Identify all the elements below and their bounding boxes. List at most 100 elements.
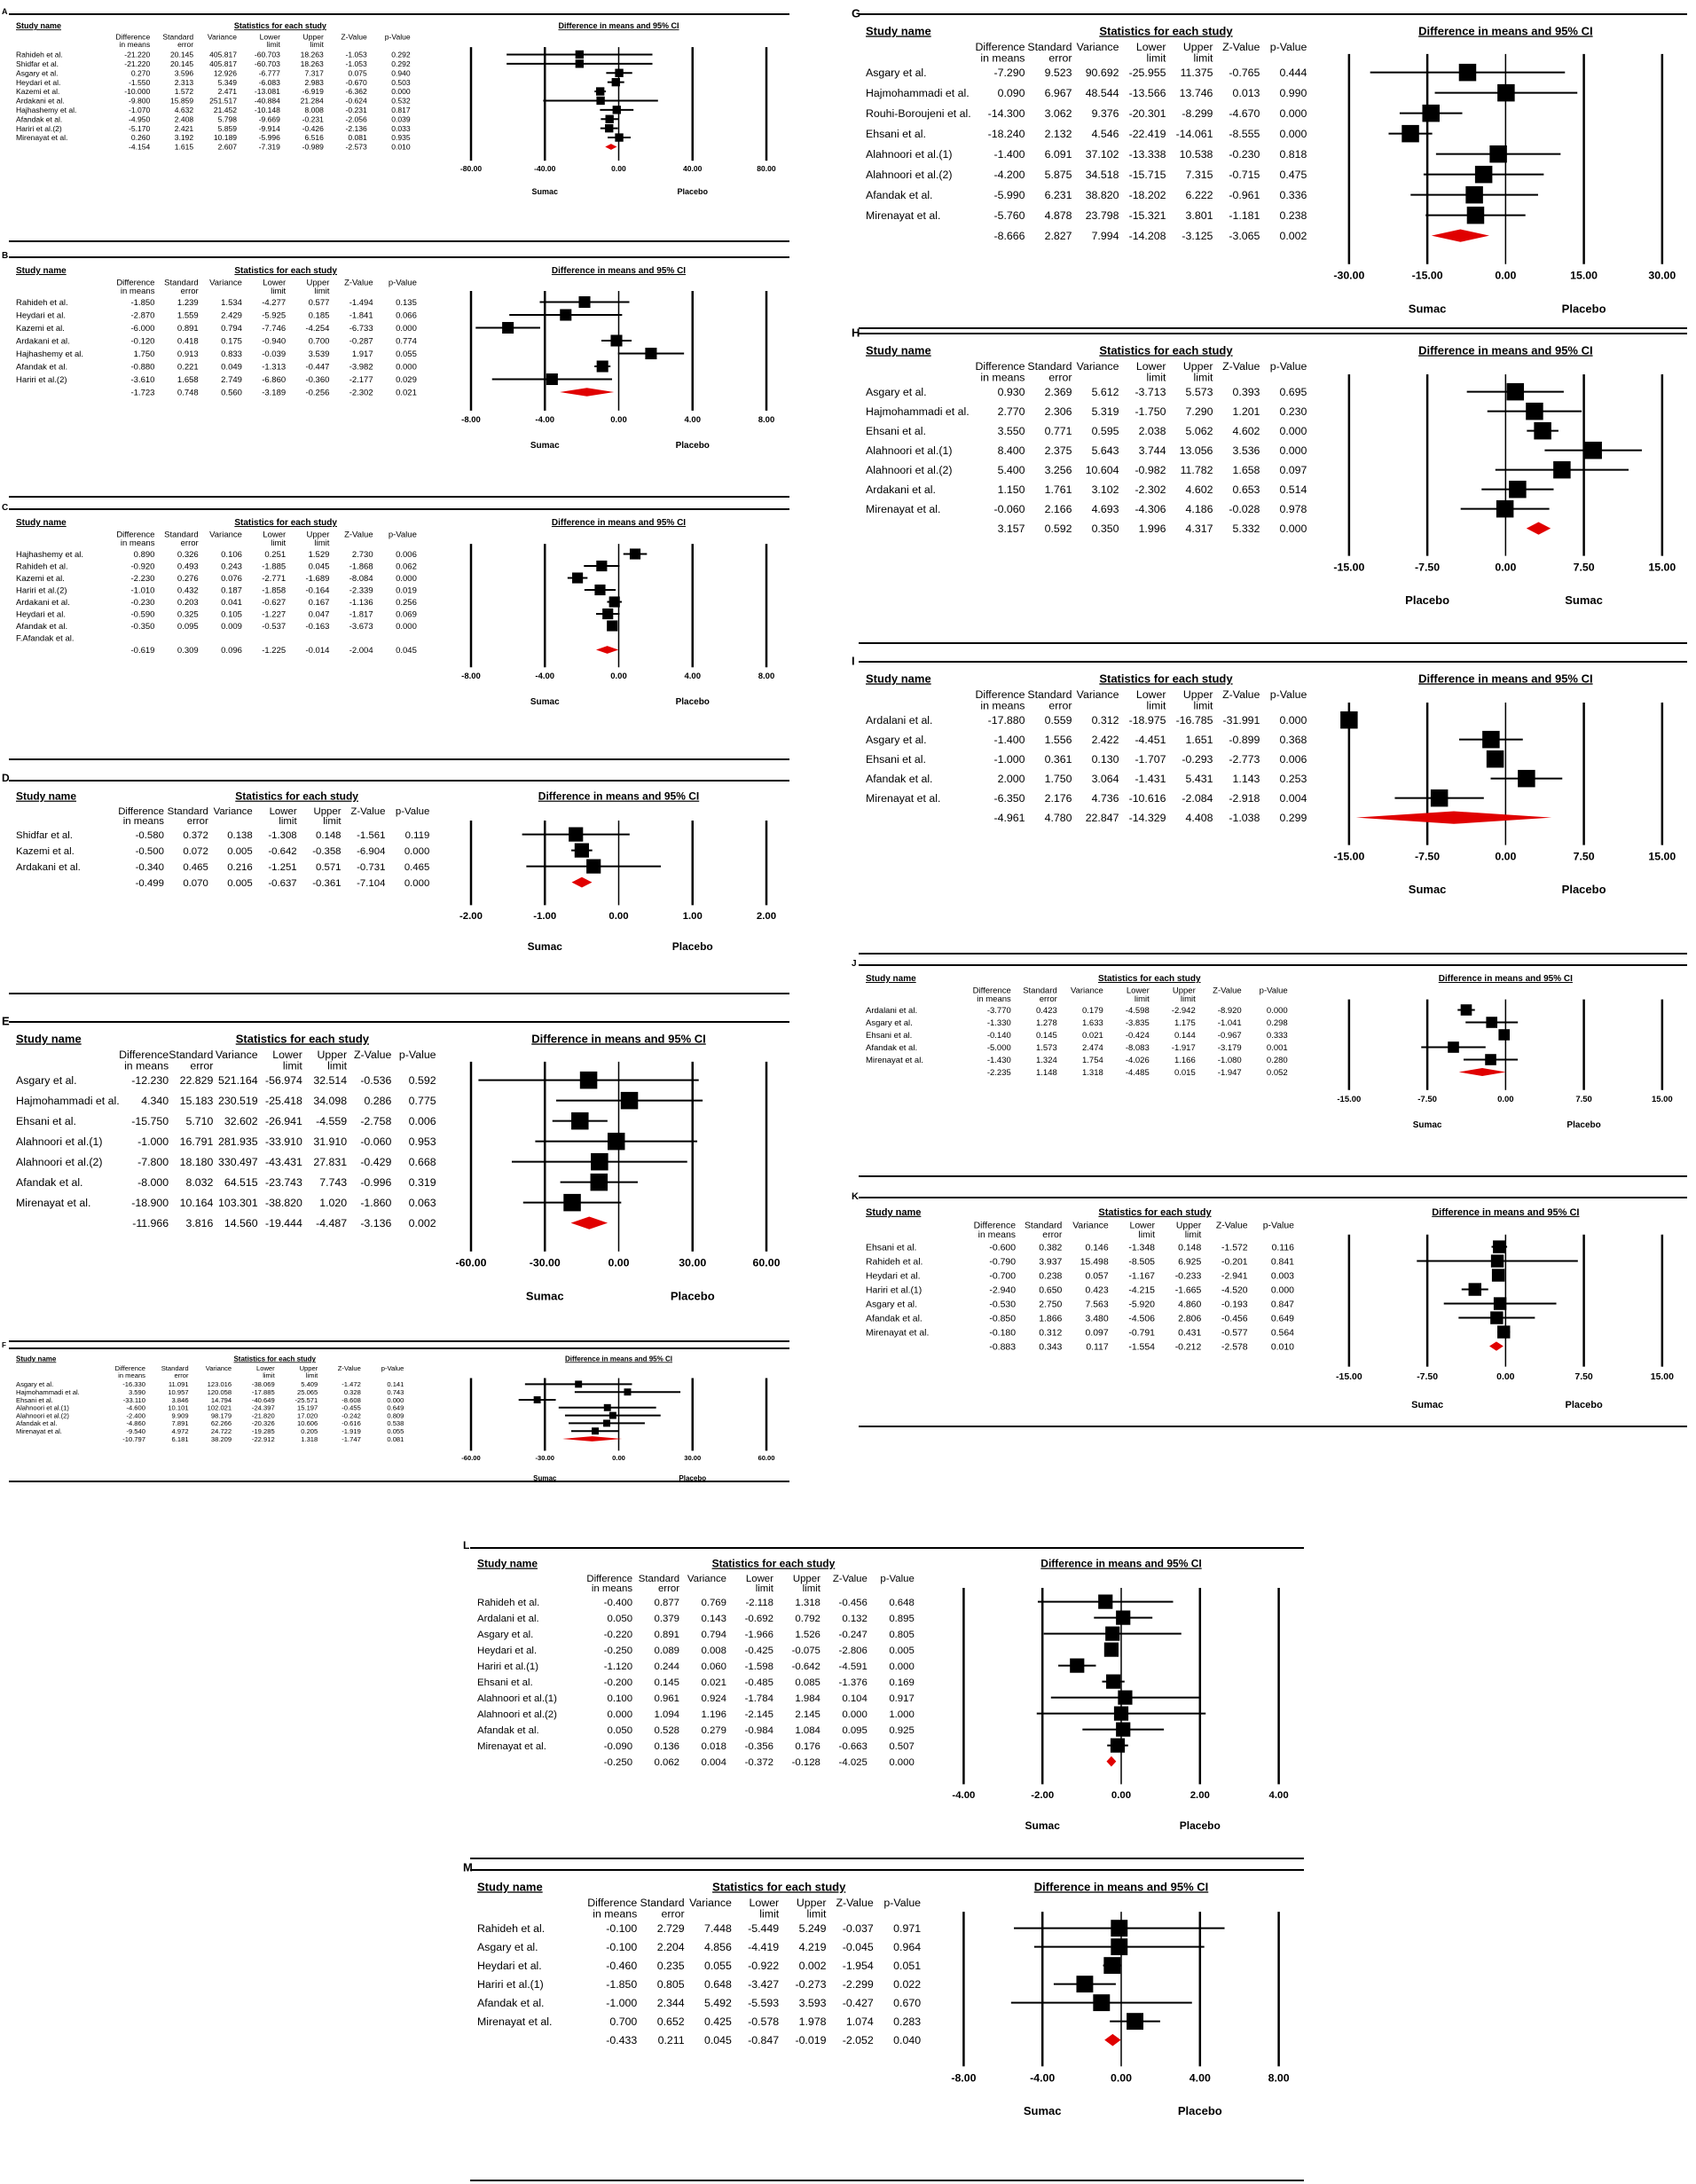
stat-value: 0.000 [1267,1006,1288,1016]
stat-value: 0.004 [1280,792,1307,805]
column-header: Standard [1023,986,1057,996]
stat-value: 281.935 [218,1135,258,1148]
stat-value: -8.083 [1126,1043,1150,1053]
forest-header: Difference in means and 95% CI [538,790,699,803]
study-name: Heydari et al. [866,1271,921,1281]
stat-value: 6.925 [1178,1257,1201,1267]
column-header: Lower [272,1049,302,1061]
column-header-sub: in means [978,1230,1016,1240]
stat-value: 0.431 [1178,1328,1201,1338]
column-header: Upper [303,32,324,41]
stat-value: 0.167 [309,598,330,608]
x-tick-label: -8.00 [951,2071,976,2084]
forest-header: Difference in means and 95% CI [565,1355,672,1363]
stat-value: -18.240 [988,128,1025,140]
stat-value: 18.263 [301,59,324,68]
study-name-header: Study name [866,974,916,984]
stat-value: 0.051 [893,1960,921,1972]
stat-value: -7.746 [262,324,286,334]
forest-panel-b: B Study name Statistics for each study Diff… [2,251,789,498]
study-row: Hajmohammadi et al. 2.770 2.306 5.319 -1.750… [866,402,1582,420]
study-estimate-square [1553,460,1571,479]
study-name: Rouhi-Boroujeni et al. [866,107,971,120]
stat-value: 8.400 [998,444,1025,457]
study-estimate-square [1422,104,1440,122]
pooled-value: 5.332 [1233,522,1260,535]
stat-value: 0.382 [1039,1243,1062,1253]
stat-value: 7.448 [704,1922,732,1935]
column-header: Upper [307,279,330,288]
study-row: Hariri et al.(1) -2.940 0.650 0.423 -4.215 -1… [866,1283,1488,1296]
column-header-sub: error [1048,371,1072,383]
study-row: Kazemi et al. -10.000 1.572 2.471 -13.081 -6.… [16,87,607,96]
study-row: Ehsani et al. -18.240 2.132 4.546 -22.419 -14… [866,124,1433,143]
column-header: Upper [313,806,341,817]
study-row: Asgary et al. -0.220 0.891 0.794 -1.966 1.526… [477,1626,1182,1641]
study-name: Heydari et al. [16,610,66,620]
stat-value: -4.419 [748,1941,779,1953]
column-header-sub: limit [315,538,330,548]
column-header: Upper [1183,688,1213,701]
pooled-value: -14.329 [1129,812,1166,824]
study-estimate-square [533,1396,541,1403]
stat-value: 1.658 [1233,464,1260,476]
column-header: Standard [1027,360,1072,373]
stat-value: -0.293 [1182,753,1213,766]
stat-value: -0.642 [792,1662,821,1672]
stat-value: 0.057 [1086,1271,1109,1281]
stat-value: -0.530 [989,1300,1016,1309]
x-tick-label: 60.00 [753,1257,781,1269]
study-name: Alahnoori et al.(2) [477,1709,557,1720]
stat-value: 0.021 [1082,1031,1103,1041]
stat-value: 0.008 [701,1646,726,1656]
stat-value: 3.539 [309,350,330,359]
x-tick-label: -60.00 [461,1454,481,1462]
stat-value: 102.021 [208,1404,232,1412]
stat-value: -1.313 [262,363,286,373]
stat-value: -1.841 [349,311,373,321]
stat-value: -0.200 [604,1677,632,1688]
study-estimate-square [596,96,605,106]
stat-value: 0.930 [998,386,1025,398]
panel-letter: J [852,959,857,969]
stat-value: 0.185 [309,311,330,321]
stats-header: Statistics for each study [1099,672,1233,685]
column-header-sub: limit [310,40,325,49]
stat-value: 1.559 [177,311,199,321]
forest-panel-m: M Study name Statistics for each study Diff… [463,1861,1304,2181]
stat-value: -0.045 [843,1941,874,1953]
study-estimate-square [1584,441,1602,460]
study-row: Alahnoori et al.(2) -2.400 9.909 98.179 -21.… [16,1411,661,1419]
stat-value: 0.649 [1271,1314,1294,1324]
study-row: Mirenayat et al. -9.540 4.972 24.722 -19.285… [16,1427,620,1435]
stat-value: 0.145 [655,1677,680,1688]
pooled-estimate-diamond [571,876,593,888]
column-header: Variance [209,279,242,288]
stat-value: 2.770 [998,405,1025,418]
column-header: Z-Value [338,1364,361,1372]
study-row: Ardakani et al. 1.150 1.761 3.102 -2.302 4.60… [866,480,1554,499]
study-estimate-square [1111,1938,1128,1956]
study-estimate-square [1506,382,1525,401]
stat-value: -2.918 [1229,792,1260,805]
stat-value: 0.119 [405,830,430,841]
stat-value: 1.984 [795,1693,821,1704]
study-name-header: Study name [16,266,67,276]
stat-value: 0.055 [704,1960,732,1972]
stat-value: -4.559 [316,1115,347,1127]
stat-value: -25.418 [265,1095,302,1107]
stat-value: -0.536 [360,1074,391,1087]
stat-value: 0.238 [1280,209,1307,222]
stat-value: 4.340 [141,1095,169,1107]
pooled-estimate-diamond [1104,2033,1121,2047]
x-tick-label: 0.00 [1111,1790,1131,1801]
stat-value: 1.572 [175,87,194,96]
stats-header: Statistics for each study [233,1355,316,1363]
column-header: p-Value [1260,986,1288,996]
stat-value: 0.081 [348,133,367,142]
forest-panel-a: A Study name Statistics for each study Diff… [2,7,789,242]
stat-value: 38.820 [1086,189,1119,201]
stat-value: 6.516 [304,133,324,142]
stat-value: 0.000 [1280,444,1307,457]
stat-value: 0.256 [396,598,417,608]
